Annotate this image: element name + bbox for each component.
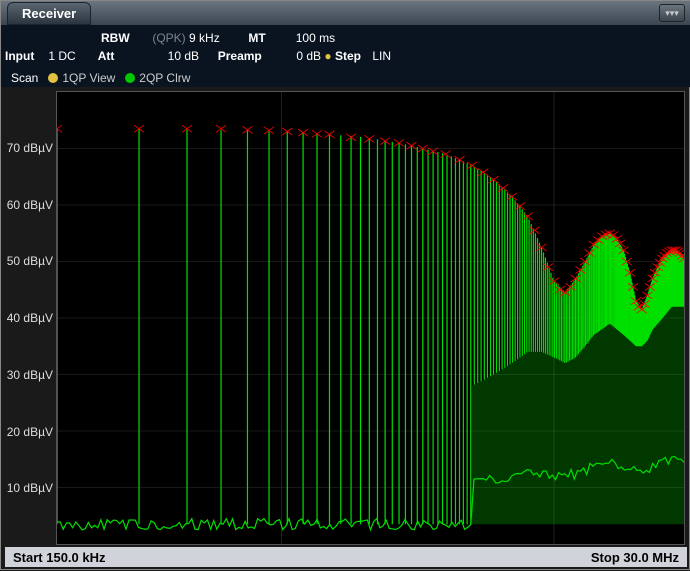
trace1-swatch bbox=[48, 73, 58, 83]
mt-value: 100 ms bbox=[296, 29, 366, 47]
y-tick-label: 30 dBµV bbox=[7, 368, 53, 382]
rbw-label: RBW bbox=[101, 29, 149, 47]
step-label: Step bbox=[335, 47, 369, 65]
y-tick-label: 10 dBµV bbox=[7, 481, 53, 495]
plot-area[interactable] bbox=[56, 91, 685, 545]
att-label: Att bbox=[98, 47, 146, 65]
mt-label: MT bbox=[248, 29, 292, 47]
receiver-window: Receiver ▾▾▾ RBW (QPK) 9 kHz MT 100 ms I… bbox=[1, 1, 690, 571]
trace2-legend-label: 2QP Clrw bbox=[139, 71, 190, 85]
trace1-legend-label: 1QP View bbox=[62, 71, 115, 85]
trace1-legend: 1QP View bbox=[48, 71, 115, 85]
step-dot: ● bbox=[324, 47, 331, 65]
y-tick-label: 50 dBµV bbox=[7, 254, 53, 268]
att-value: 10 dB bbox=[149, 47, 199, 65]
y-tick-label: 20 dBµV bbox=[7, 425, 53, 439]
start-freq-label: Start 150.0 kHz bbox=[13, 550, 106, 565]
step-value: LIN bbox=[372, 47, 442, 65]
y-tick-label: 60 dBµV bbox=[7, 198, 53, 212]
spectrum-chart bbox=[57, 92, 684, 544]
settings-panel: RBW (QPK) 9 kHz MT 100 ms Input 1 DC Att… bbox=[1, 25, 690, 69]
y-tick-label: 40 dBµV bbox=[7, 311, 53, 325]
rbw-value: 9 kHz bbox=[189, 29, 245, 47]
y-axis-labels: 10 dBµV 20 dBµV 30 dBµV 40 dBµV 50 dBµV 60 dB… bbox=[3, 91, 55, 545]
stop-freq-label: Stop 30.0 MHz bbox=[591, 550, 679, 565]
window-tab[interactable]: Receiver bbox=[7, 2, 91, 25]
titlebar: Receiver ▾▾▾ bbox=[1, 1, 690, 25]
scan-label: Scan bbox=[11, 71, 38, 85]
trace2-swatch bbox=[125, 73, 135, 83]
trace2-legend: 2QP Clrw bbox=[125, 71, 190, 85]
input-value: 1 DC bbox=[48, 47, 94, 65]
y-tick-label: 70 dBµV bbox=[7, 141, 53, 155]
preamp-label: Preamp bbox=[218, 47, 278, 65]
legend: Scan 1QP View 2QP Clrw bbox=[1, 69, 690, 87]
input-label: Input bbox=[5, 47, 45, 65]
preamp-value: 0 dB bbox=[281, 47, 321, 65]
menu-button[interactable]: ▾▾▾ bbox=[659, 4, 685, 22]
x-axis-range-bar: Start 150.0 kHz Stop 30.0 MHz bbox=[5, 547, 687, 567]
rbw-mode: (QPK) bbox=[152, 29, 185, 47]
